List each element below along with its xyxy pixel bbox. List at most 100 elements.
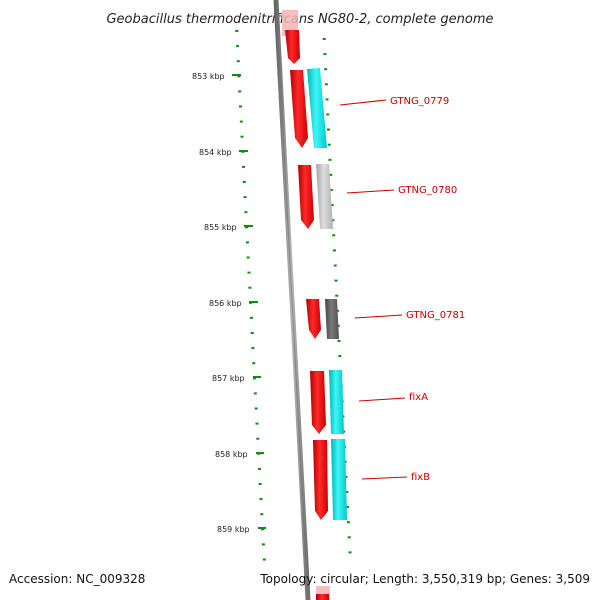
gene-label: fixB xyxy=(411,472,430,483)
minor-tick-dot xyxy=(253,377,256,380)
minor-tick-dot xyxy=(335,294,339,297)
minor-tick-dot xyxy=(247,271,251,274)
minor-tick-dot xyxy=(330,204,334,207)
minor-tick-dot xyxy=(236,60,240,63)
minor-tick-dot xyxy=(324,83,328,86)
cds-arrow xyxy=(290,70,308,148)
feature-bar xyxy=(325,299,339,339)
minor-tick-dot xyxy=(240,135,244,138)
minor-tick-dot xyxy=(245,241,249,244)
cds-arrow xyxy=(310,371,326,434)
tick-855: 855 kbp xyxy=(204,223,253,232)
topology-text: Topology: circular; Length: 3,550,319 bp… xyxy=(260,572,590,586)
tick-label-858: 858 kbp xyxy=(215,450,248,459)
tick-label-854: 854 kbp xyxy=(199,148,232,157)
minor-tick-dot xyxy=(238,90,242,93)
minor-tick-dot xyxy=(257,467,261,470)
minor-tick-dot xyxy=(256,437,260,440)
minor-tick-dot xyxy=(332,249,336,252)
tick-label-859: 859 kbp xyxy=(217,525,250,534)
tick-858: 858 kbp xyxy=(215,450,264,459)
tick-857: 857 kbp xyxy=(212,374,261,383)
gene-label: GTNG_0781 xyxy=(406,310,465,321)
minor-tick-dot xyxy=(239,105,242,108)
minor-tick-dot xyxy=(328,158,332,161)
gene-label: fixA xyxy=(409,392,428,403)
minor-tick-dot xyxy=(235,30,239,32)
minor-tick-dot xyxy=(331,219,335,222)
gene-gtng-0779[interactable]: GTNG_0779 xyxy=(290,68,449,148)
minor-tick-dot xyxy=(252,362,256,365)
minor-tick-dot xyxy=(251,347,255,350)
minor-tick-dot xyxy=(246,256,250,259)
partial-cds-top xyxy=(285,30,300,64)
minor-tick-dot xyxy=(344,475,348,478)
gene-gtng-0781[interactable]: GTNG_0781 xyxy=(306,299,465,339)
minor-tick-dot xyxy=(329,173,333,176)
gene-gtng-0780[interactable]: GTNG_0780 xyxy=(298,164,457,229)
accession-text: Accession: NC_009328 xyxy=(9,572,146,586)
minor-tick-dot xyxy=(338,355,342,358)
cds-arrow xyxy=(298,165,314,229)
minor-tick-dot xyxy=(259,498,263,501)
minor-tick-dot xyxy=(253,392,257,395)
tick-859: 859 kbp xyxy=(217,525,266,534)
gene-label: GTNG_0780 xyxy=(398,185,457,196)
minor-tick-dot xyxy=(248,286,252,289)
feature-bar xyxy=(307,68,327,148)
minor-tick-dot xyxy=(327,128,330,131)
cds-arrow xyxy=(306,299,321,339)
minor-tick-dot xyxy=(324,68,328,71)
map-title: Geobacillus thermodenitrificans NG80-2, … xyxy=(106,12,493,27)
minor-tick-dot xyxy=(242,165,245,168)
minor-tick-dot xyxy=(261,543,265,546)
tick-column-left xyxy=(235,30,266,561)
feature-bar xyxy=(329,370,344,434)
minor-tick-dot xyxy=(322,38,326,40)
feature-bar xyxy=(331,439,347,520)
feature-bar xyxy=(316,164,333,229)
minor-tick-dot xyxy=(327,143,331,146)
genome-backbone-shadow xyxy=(275,0,309,600)
tick-label-856: 856 kbp xyxy=(209,299,242,308)
gene-label: GTNG_0779 xyxy=(390,96,449,107)
minor-tick-dot xyxy=(261,528,265,531)
minor-tick-dot xyxy=(260,513,264,516)
minor-tick-dot xyxy=(236,45,239,48)
minor-tick-dot xyxy=(245,226,249,229)
minor-tick-dot xyxy=(337,340,341,342)
minor-tick-dot xyxy=(348,551,352,554)
minor-tick-dot xyxy=(244,211,248,214)
tick-label-855: 855 kbp xyxy=(204,223,237,232)
tick-856: 856 kbp xyxy=(209,299,258,308)
minor-tick-dot xyxy=(346,506,350,509)
minor-tick-dot xyxy=(239,120,243,123)
tick-853: 853 kbp xyxy=(192,72,241,81)
gene-fixa[interactable]: fixA xyxy=(310,370,428,434)
minor-tick-dot xyxy=(329,189,333,191)
minor-tick-dot xyxy=(243,196,247,199)
tick-label-857: 857 kbp xyxy=(212,374,245,383)
minor-tick-dot xyxy=(323,53,327,56)
minor-tick-dot xyxy=(333,264,337,267)
minor-tick-dot xyxy=(254,407,258,410)
edge-feature-top xyxy=(282,10,298,36)
minor-tick-dot xyxy=(242,181,246,183)
minor-tick-dot xyxy=(325,98,329,101)
minor-tick-dot xyxy=(332,234,336,237)
tick-854: 854 kbp xyxy=(199,148,248,157)
minor-tick-dot xyxy=(250,332,254,334)
cds-arrow xyxy=(313,440,328,520)
minor-tick-dot xyxy=(255,422,259,425)
partial-cds-bottom xyxy=(316,594,329,600)
minor-tick-dot xyxy=(258,483,262,485)
minor-tick-dot xyxy=(237,75,241,78)
minor-tick-dot xyxy=(346,521,350,524)
tick-label-853: 853 kbp xyxy=(192,72,225,81)
minor-tick-dot xyxy=(262,558,266,561)
minor-tick-dot xyxy=(334,279,338,282)
minor-tick-dot xyxy=(249,316,253,319)
gene-fixb[interactable]: fixB xyxy=(313,439,430,520)
minor-tick-dot xyxy=(345,491,349,493)
